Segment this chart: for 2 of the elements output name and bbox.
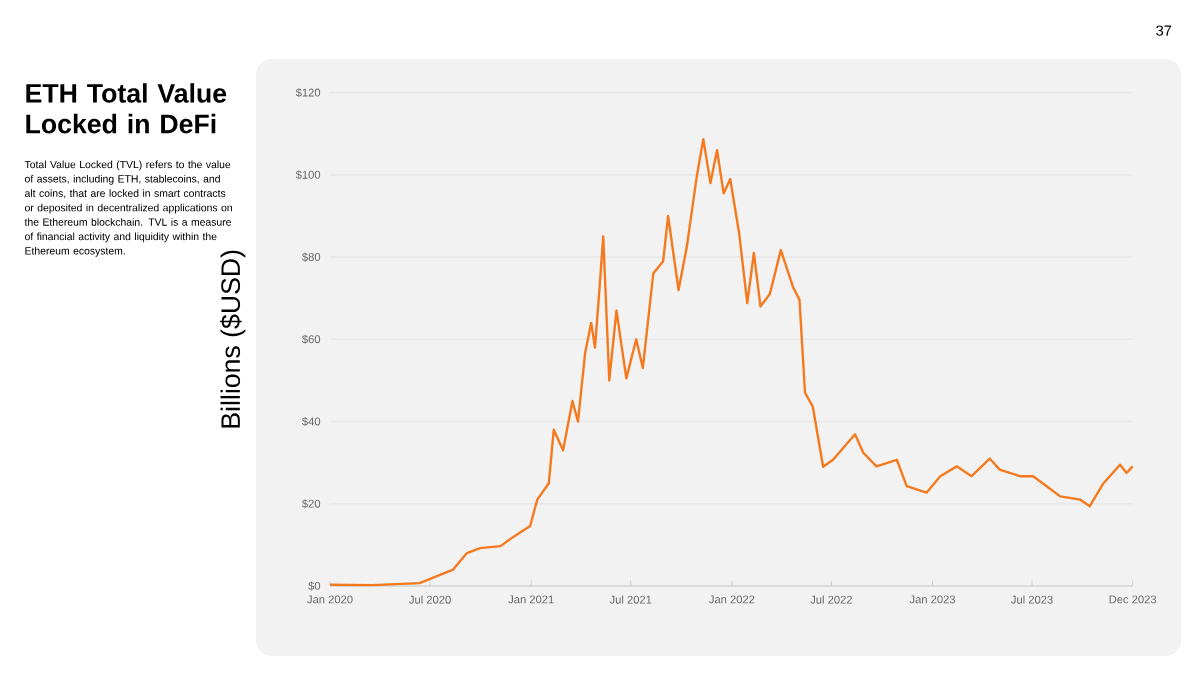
line-series xyxy=(328,137,1134,587)
chart-title: ETH Total Value Locked in DeFi xyxy=(26,83,227,134)
